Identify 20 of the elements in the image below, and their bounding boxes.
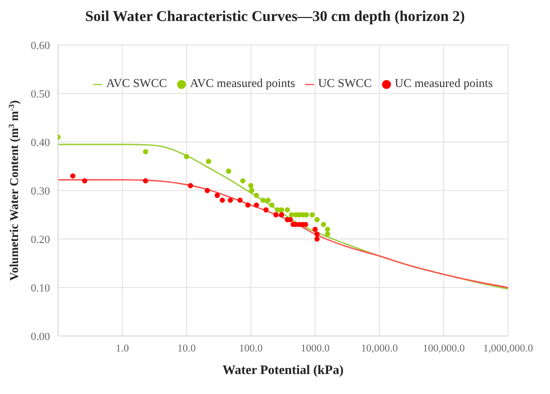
legend-label: AVC SWCC — [106, 76, 167, 90]
y-tick-label: 0.10 — [30, 282, 50, 294]
y-tick-label: 0.40 — [30, 136, 50, 149]
y-tick-label: 0.50 — [30, 88, 50, 100]
chart-title: Soil Water Characteristic Curves—30 cm depth (horizon 2) — [84, 8, 466, 26]
x-tick-label: 100,000.0 — [422, 343, 465, 354]
y-tick-label: 0.60 — [30, 40, 50, 52]
y-tick-label: 0.20 — [30, 234, 50, 246]
x-axis-title: Water Potential (kPa) — [222, 362, 344, 377]
x-tick-label: 1,000,000.0 — [483, 343, 533, 354]
legend-label: AVC measured points — [190, 76, 296, 90]
legend-label: UC SWCC — [318, 76, 372, 90]
legend-label: UC measured points — [394, 76, 493, 90]
x-tick-label: 10,000.0 — [361, 343, 398, 354]
x-tick-label: 1000.0 — [300, 343, 330, 354]
x-tick-label: 1.0 — [116, 343, 129, 354]
y-tick-label: 0.00 — [30, 330, 50, 343]
y-tick-label: 0.30 — [30, 185, 50, 198]
x-tick-label: 10.0 — [177, 343, 196, 354]
x-tick-label: 100.0 — [239, 343, 263, 354]
